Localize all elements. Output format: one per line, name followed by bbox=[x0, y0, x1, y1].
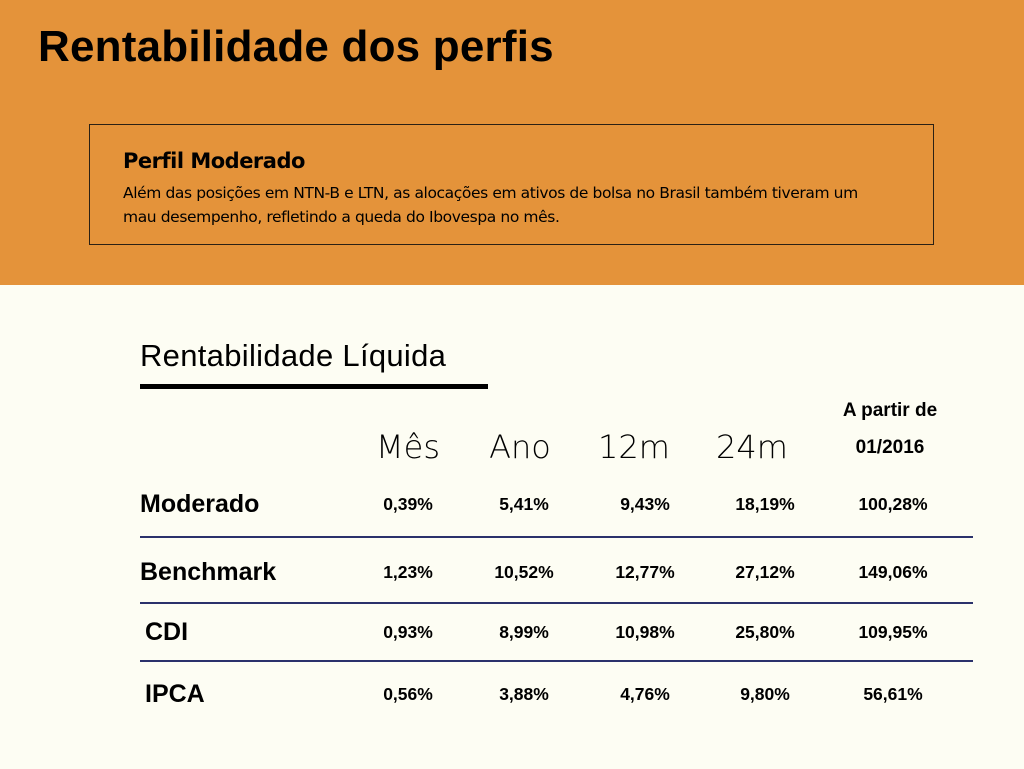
table-cell: 4,76% bbox=[620, 684, 670, 704]
column-header-since-line2: 01/2016 bbox=[855, 437, 925, 458]
column-header-12m: 12m bbox=[598, 428, 670, 466]
row-divider bbox=[140, 536, 973, 538]
table-cell: 8,99% bbox=[499, 622, 549, 642]
table-cell: 0,39% bbox=[383, 494, 433, 514]
header-band: Rentabilidade dos perfis Perfil Moderado… bbox=[0, 0, 1024, 285]
column-header-mes: Mês bbox=[376, 428, 440, 466]
row-label: CDI bbox=[145, 618, 189, 646]
table-cell: 5,41% bbox=[499, 494, 549, 514]
profile-summary-box: Perfil Moderado Além das posições em NTN… bbox=[89, 124, 934, 245]
column-header-24m: 24m bbox=[716, 428, 788, 466]
table-cell: 109,95% bbox=[858, 622, 928, 642]
table-cell: 10,52% bbox=[494, 562, 554, 582]
table-cell: 3,88% bbox=[499, 684, 549, 704]
page-title: Rentabilidade dos perfis bbox=[38, 22, 554, 71]
table-cell: 149,06% bbox=[858, 562, 928, 582]
profile-description: Além das posições em NTN-B e LTN, as alo… bbox=[123, 184, 858, 226]
row-label: Moderado bbox=[140, 490, 260, 518]
table-cell: 18,19% bbox=[735, 494, 795, 514]
table-cell: 1,23% bbox=[383, 562, 433, 582]
row-label: Benchmark bbox=[140, 558, 277, 586]
row-divider bbox=[140, 660, 973, 662]
table-cell: 10,98% bbox=[615, 622, 675, 642]
profile-heading: Perfil Moderado bbox=[123, 149, 305, 173]
table-cell: 0,93% bbox=[383, 622, 433, 642]
table-title: Rentabilidade Líquida bbox=[140, 338, 447, 373]
table-cell: 9,43% bbox=[620, 494, 670, 514]
row-label: IPCA bbox=[145, 680, 205, 708]
table-cell: 12,77% bbox=[615, 562, 675, 582]
row-divider bbox=[140, 602, 973, 604]
title-underline bbox=[140, 384, 488, 389]
column-header-ano: Ano bbox=[489, 428, 551, 466]
table-cell: 27,12% bbox=[735, 562, 795, 582]
table-cell: 25,80% bbox=[735, 622, 795, 642]
table-cell: 56,61% bbox=[863, 684, 923, 704]
table-cell: 9,80% bbox=[740, 684, 790, 704]
table-cell: 0,56% bbox=[383, 684, 433, 704]
table-cell: 100,28% bbox=[858, 494, 928, 514]
column-header-since-line1: A partir de bbox=[842, 400, 938, 421]
